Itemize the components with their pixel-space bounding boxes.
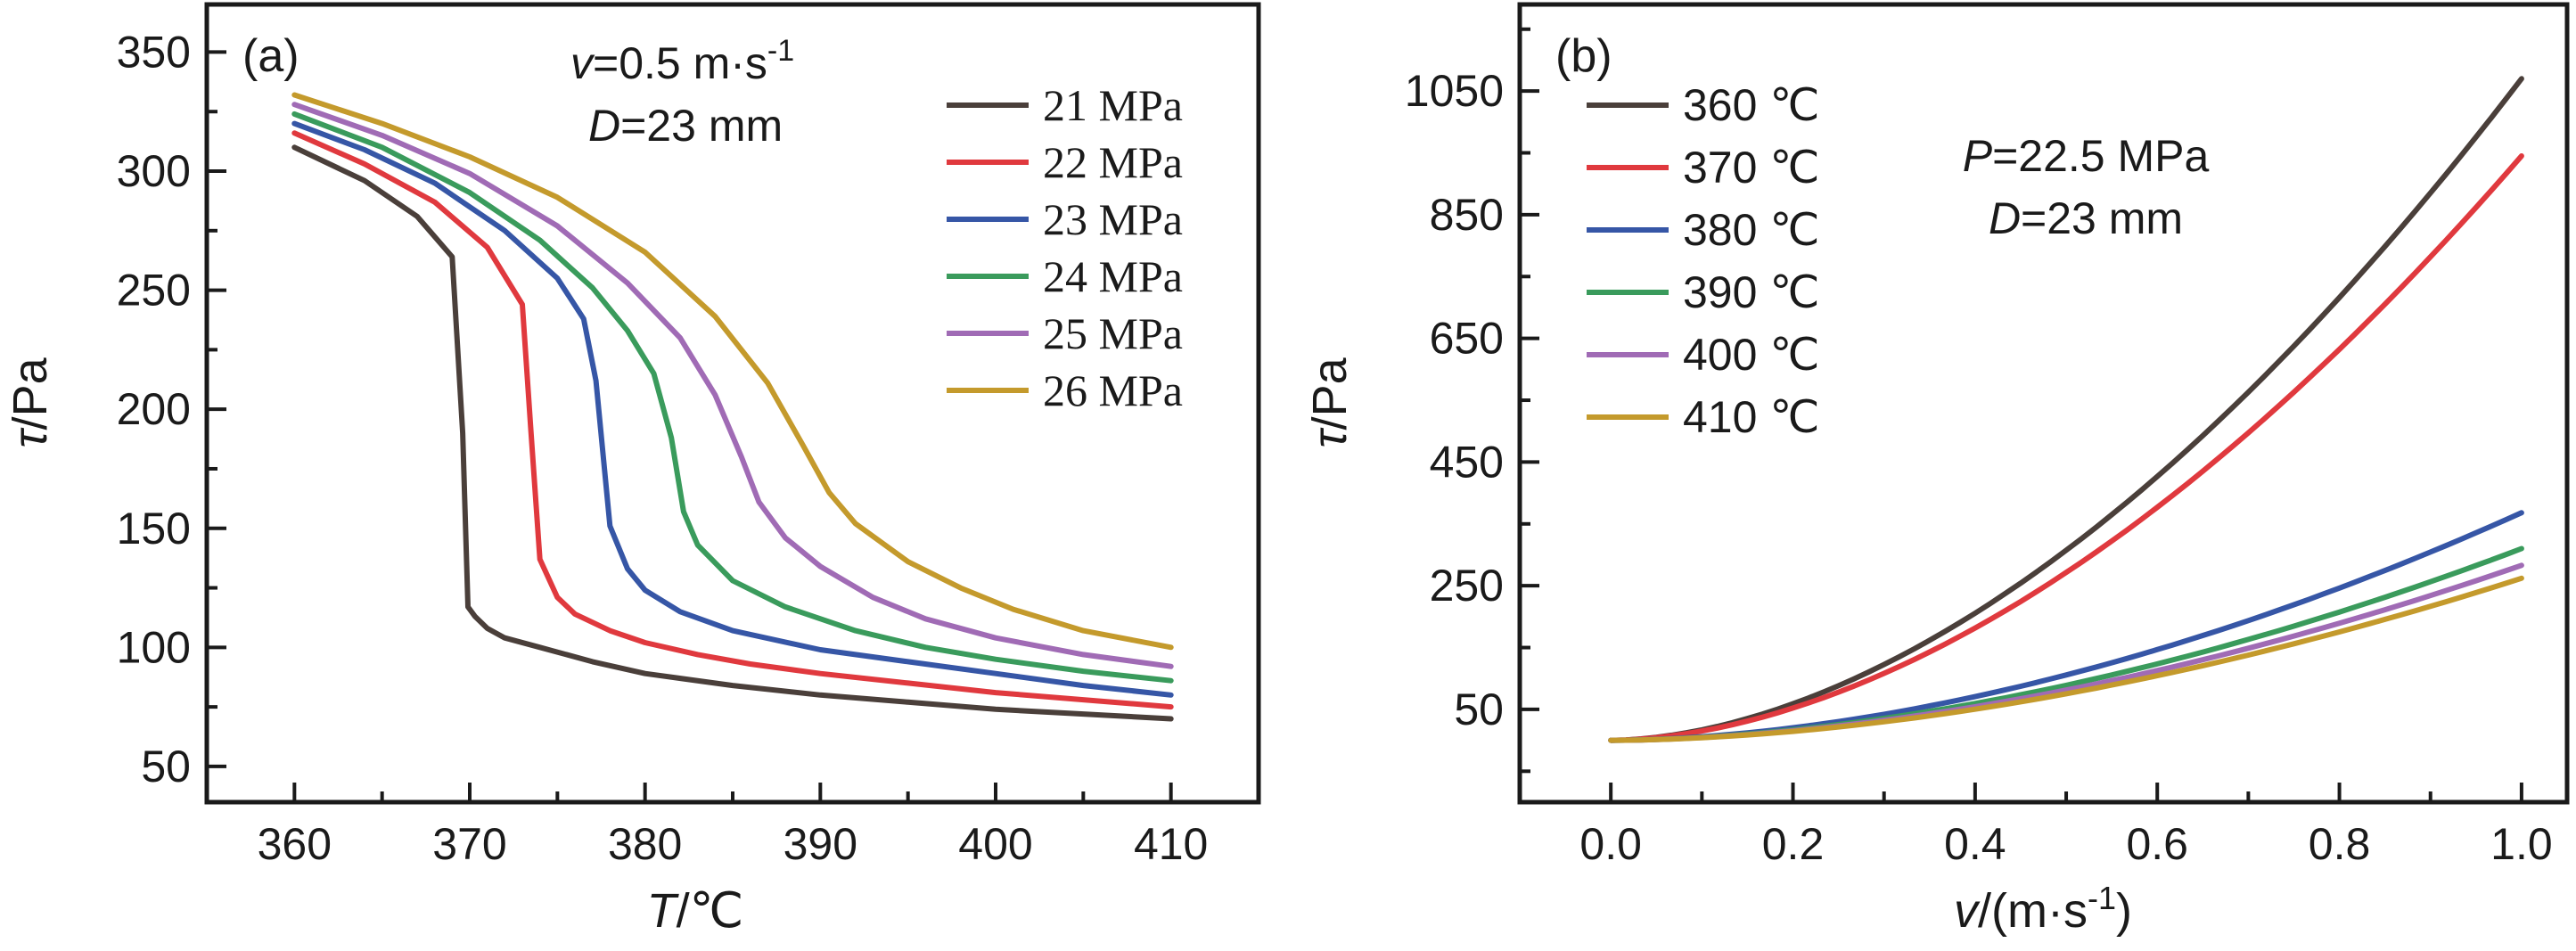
panel-a-x-ticks: 360 370 380 390 400 410 xyxy=(205,783,1260,869)
series-line-5 xyxy=(291,102,1174,669)
panel-b-tag: (b) xyxy=(1555,30,1612,82)
y-tick-label: 450 xyxy=(1430,437,1504,487)
legend-label-6: 26 MPa xyxy=(1043,365,1183,415)
panel-a-y-ticks: 50 100 150 200 250 300 350 xyxy=(117,27,226,791)
series-line-2 xyxy=(1608,153,2524,743)
panel-a-x-axis-label: T/℃ xyxy=(647,884,744,938)
x-tick-label: 390 xyxy=(783,819,857,869)
series-line-6 xyxy=(1608,575,2524,743)
y-tick-label: 50 xyxy=(141,742,191,791)
panel-b-annotation-line2: D=23 mm xyxy=(1989,193,2183,243)
x-tick-label: 0.4 xyxy=(1944,819,2006,869)
x-tick-label: 0.8 xyxy=(2309,819,2371,869)
series-line-4 xyxy=(291,111,1174,684)
y-tick-label: 250 xyxy=(1430,561,1504,611)
panel-a-annotation-line2: D=23 mm xyxy=(588,101,783,151)
series-line-4 xyxy=(1608,545,2524,743)
x-tick-label: 0.2 xyxy=(1762,819,1825,869)
x-tick-label: 0.0 xyxy=(1579,819,1642,869)
panel-a-y-axis-label: τ/Pa xyxy=(4,357,57,447)
y-tick-label: 1050 xyxy=(1405,66,1504,116)
x-tick-label: 400 xyxy=(958,819,1032,869)
legend-label-2: 22 MPa xyxy=(1043,137,1183,187)
series-line-1 xyxy=(1608,76,2524,743)
legend-label-3: 380 ℃ xyxy=(1683,205,1819,255)
x-tick-label: 370 xyxy=(432,819,506,869)
y-tick-label: 250 xyxy=(117,266,191,316)
panel-b-series xyxy=(1608,76,2524,743)
panel-b: 0.0 0.2 0.4 0.6 0.8 1.0 50 250 450 650 850 1050 (b… xyxy=(1303,2,2570,938)
panel-a-series xyxy=(291,92,1174,722)
panel-a: 360 370 380 390 400 410 50100150200250300350 … xyxy=(4,2,1261,938)
y-tick-label: 650 xyxy=(1430,314,1504,364)
legend-label-1: 360 ℃ xyxy=(1683,80,1819,130)
legend-label-2: 370 ℃ xyxy=(1683,143,1819,193)
x-tick-label: 410 xyxy=(1134,819,1208,869)
x-tick-label: 380 xyxy=(608,819,682,869)
legend-label-1: 21 MPa xyxy=(1043,80,1183,130)
legend-label-4: 390 ℃ xyxy=(1683,267,1819,317)
panel-b-y-ticks: 50 250 450 650 850 1050 xyxy=(1405,27,1539,774)
panel-b-frame xyxy=(1517,2,2570,805)
panel-b-annotation-line1: P=22.5 MPa xyxy=(1963,131,2210,181)
legend-label-6: 410 ℃ xyxy=(1683,392,1819,442)
y-tick-label: 850 xyxy=(1430,190,1504,240)
panel-b-x-ticks: 0.0 0.2 0.4 0.6 0.8 1.0 xyxy=(1518,783,2553,869)
legend-label-5: 400 ℃ xyxy=(1683,330,1819,380)
panel-a-tag: (a) xyxy=(242,30,299,82)
y-tick-label: 150 xyxy=(117,504,191,553)
y-tick-label: 350 xyxy=(117,27,191,77)
y-tick-label: 200 xyxy=(117,384,191,434)
panel-b-y-axis-label: τ/Pa xyxy=(1303,357,1357,447)
series-line-1 xyxy=(291,144,1174,722)
legend-label-4: 24 MPa xyxy=(1043,251,1183,301)
panel-b-legend: 360 ℃ 370 ℃ 380 ℃ 390 ℃ 400 ℃ 410 ℃ xyxy=(1587,80,1819,442)
legend-label-5: 25 MPa xyxy=(1043,308,1183,358)
y-tick-label: 100 xyxy=(117,622,191,672)
panel-a-annotation-line1: v=0.5 m·s-1 xyxy=(570,34,794,88)
series-line-6 xyxy=(291,92,1174,651)
series-line-5 xyxy=(1608,562,2524,743)
series-line-2 xyxy=(291,130,1174,710)
panel-a-legend: 21 MPa 22 MPa 23 MPa 24 MPa 25 MPa 26 MPa xyxy=(947,80,1183,415)
y-tick-label: 300 xyxy=(117,146,191,196)
y-tick-label: 50 xyxy=(1454,685,1504,734)
series-line-3 xyxy=(1608,510,2524,743)
legend-label-3: 23 MPa xyxy=(1043,194,1183,244)
series-line-3 xyxy=(291,120,1174,698)
x-tick-label: 0.6 xyxy=(2126,819,2188,869)
x-tick-label: 1.0 xyxy=(2490,819,2553,869)
x-tick-label: 360 xyxy=(258,819,332,869)
panel-b-x-axis-label: v/(m·s-1) xyxy=(1954,880,2132,938)
